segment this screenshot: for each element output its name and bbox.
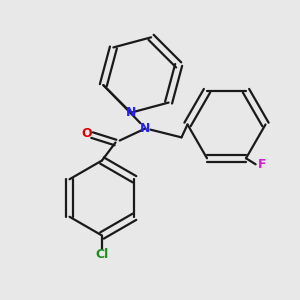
Text: N: N xyxy=(140,122,151,135)
Text: F: F xyxy=(258,158,266,171)
Text: Cl: Cl xyxy=(95,248,109,262)
Text: O: O xyxy=(82,127,92,140)
Text: N: N xyxy=(126,106,136,119)
